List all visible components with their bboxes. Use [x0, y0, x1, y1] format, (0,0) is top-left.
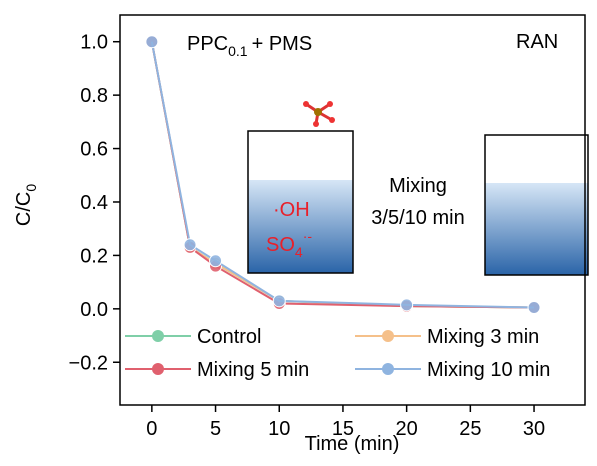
legend-marker: [382, 363, 394, 375]
x-tick-label: 20: [396, 418, 418, 440]
legend-marker: [382, 330, 394, 342]
annotation-mixing: Mixing: [389, 175, 447, 197]
y-tick-label: 1.0: [80, 32, 108, 54]
legend-label: Mixing 10 min: [427, 359, 550, 381]
x-tick-label: 10: [268, 418, 290, 440]
x-tick-label: 15: [332, 418, 354, 440]
x-tick-label: 25: [459, 418, 481, 440]
annotation-target: RAN: [516, 31, 558, 53]
beaker-right: [484, 134, 589, 276]
plot-frame: [119, 14, 586, 406]
x-tick-label: 0: [146, 418, 157, 440]
y-axis-label: C/C0: [13, 184, 39, 226]
point: [183, 238, 197, 252]
annotation-mixing-times: 3/5/10 min: [371, 207, 464, 229]
legend-label: Mixing 5 min: [197, 359, 309, 381]
legend-marker: [152, 363, 164, 375]
point: [272, 294, 286, 308]
y-tick-label: 0.8: [80, 85, 108, 107]
y-tick-label: 0.4: [80, 192, 108, 214]
legend-label: Control: [197, 326, 261, 348]
point: [209, 254, 223, 268]
point: [400, 298, 414, 312]
y-tick-label: 0.2: [80, 245, 108, 267]
series-line: [150, 41, 535, 309]
beaker-left: [247, 130, 354, 274]
y-tick-label: 0.0: [80, 299, 108, 321]
point: [527, 301, 541, 314]
x-axis-label: Time (min): [305, 433, 400, 455]
x-tick-label: 30: [523, 418, 545, 440]
x-tick-label: 5: [210, 418, 221, 440]
legend-label: Mixing 3 min: [427, 326, 539, 348]
annotation-system: PPC0.1 + PMS: [187, 33, 312, 59]
plot: 1.0 0.8 0.6 0.4 0.2 0.0 −0.2 0 5 10 15 20 25 30 Contro…: [69, 32, 551, 440]
annotation-oh: ·OH: [273, 199, 310, 221]
y-tick-label: −0.2: [69, 352, 108, 374]
legend-marker: [152, 330, 164, 342]
y-tick-label: 0.6: [80, 139, 108, 161]
annotation-so4: SO4·-: [266, 228, 312, 260]
point: [145, 35, 159, 49]
molecule-icon: [303, 101, 335, 127]
